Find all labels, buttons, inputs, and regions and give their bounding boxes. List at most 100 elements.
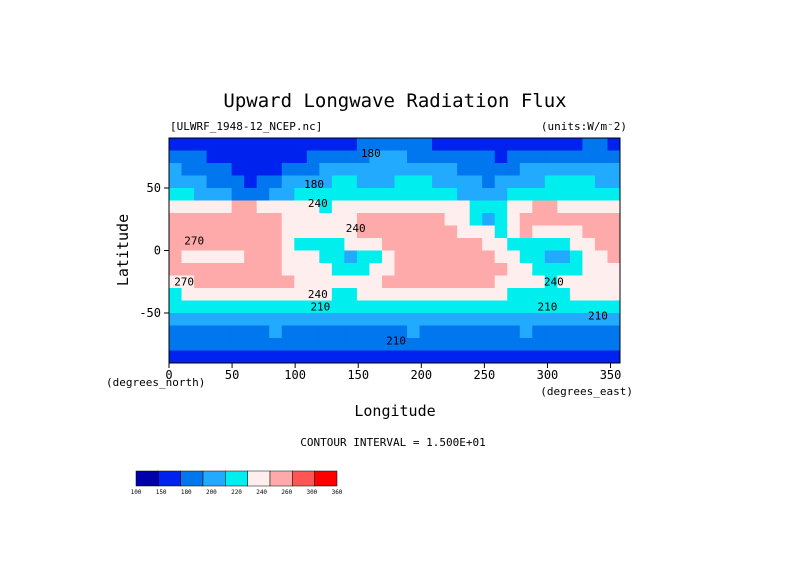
heatmap-cell [356, 200, 371, 214]
chart-title: Upward Longwave Radiation Flux [223, 90, 566, 112]
heatmap-cell [306, 213, 320, 227]
heatmap-cell [594, 263, 609, 277]
heatmap-cell [532, 225, 546, 239]
heatmap-cell [369, 238, 383, 252]
heatmap-cell [419, 150, 433, 164]
heatmap-cell [569, 138, 584, 152]
heatmap-cell [294, 275, 308, 289]
heatmap-cell [356, 288, 371, 302]
heatmap-cell [557, 250, 571, 264]
heatmap-cell [594, 288, 609, 302]
heatmap-cell [256, 175, 270, 189]
colorbar-swatch [135, 470, 159, 487]
heatmap-cell [244, 150, 258, 164]
heatmap-cell [594, 313, 609, 327]
heatmap-cell [181, 313, 195, 327]
heatmap-cell [444, 163, 458, 177]
heatmap-cell [419, 325, 433, 339]
heatmap-cell [206, 138, 220, 152]
heatmap-cell [206, 338, 220, 352]
heatmap-cell [306, 163, 320, 177]
heatmap-cell [532, 250, 546, 264]
heatmap-cell [407, 138, 421, 152]
heatmap-cell [519, 163, 533, 177]
heatmap-cell [607, 138, 620, 152]
heatmap-cell [482, 200, 496, 214]
heatmap-cell [331, 238, 345, 252]
heatmap-cell [494, 275, 508, 289]
heatmap-cell [457, 350, 471, 363]
heatmap-cell [356, 188, 371, 202]
heatmap-cell [306, 138, 320, 152]
heatmap-cell [219, 263, 233, 277]
heatmap-cell [507, 188, 521, 202]
heatmap-cell [594, 175, 609, 189]
heatmap-cell [281, 338, 295, 352]
heatmap-cell [306, 188, 320, 202]
heatmap-cell [469, 225, 483, 239]
heatmap-cell [544, 313, 558, 327]
heatmap-cell [407, 163, 421, 177]
heatmap-cell [181, 200, 195, 214]
heatmap-cell [494, 338, 508, 352]
heatmap-cell [469, 275, 483, 289]
heatmap-cell [607, 325, 620, 339]
heatmap-cell [356, 213, 371, 227]
heatmap-cell [432, 238, 446, 252]
heatmap-cell [507, 138, 521, 152]
heatmap-cell [419, 350, 433, 363]
heatmap-cell [419, 163, 433, 177]
heatmap-cell [319, 188, 333, 202]
heatmap-cell [482, 288, 496, 302]
heatmap-cell [469, 313, 483, 327]
heatmap-cell [394, 325, 408, 339]
heatmap-cell [519, 213, 533, 227]
heatmap-cell [419, 138, 433, 152]
heatmap-cell [169, 138, 183, 152]
heatmap-cell [206, 250, 220, 264]
heatmap-cell [444, 275, 458, 289]
heatmap-cell [507, 350, 521, 363]
heatmap-cell [582, 288, 596, 302]
heatmap-cell [344, 188, 358, 202]
colorbar-swatch [180, 470, 204, 487]
y-tick-label: 50 [147, 181, 161, 195]
heatmap-cell [582, 275, 596, 289]
heatmap-cell [356, 338, 371, 352]
heatmap-cell [407, 250, 421, 264]
heatmap-cell [181, 138, 195, 152]
heatmap-cell [557, 300, 571, 314]
heatmap-cell [306, 288, 320, 302]
heatmap-cell [181, 288, 195, 302]
heatmap-cell [482, 338, 496, 352]
heatmap-cell [244, 263, 258, 277]
heatmap-cell [432, 175, 446, 189]
heatmap-cell [294, 225, 308, 239]
heatmap-cell [281, 138, 295, 152]
colorbar-tick-label: 100 [131, 489, 142, 496]
heatmap-cell [344, 175, 358, 189]
heatmap-cell [281, 250, 295, 264]
heatmap-cell [494, 200, 508, 214]
heatmap-cell [544, 175, 558, 189]
heatmap-cell [194, 300, 208, 314]
heatmap-cell [544, 338, 558, 352]
heatmap-cell [494, 188, 508, 202]
heatmap-cell [507, 300, 521, 314]
heatmap-cell [582, 138, 596, 152]
heatmap-cell [294, 188, 308, 202]
heatmap-cell [432, 275, 446, 289]
heatmap-cell [294, 163, 308, 177]
heatmap-cell [444, 238, 458, 252]
heatmap-cell [231, 200, 245, 214]
heatmap-cell [482, 225, 496, 239]
heatmap-cell [331, 263, 345, 277]
heatmap-cell [381, 163, 396, 177]
heatmap-cell [281, 263, 295, 277]
colorbar-tick-label: 180 [181, 489, 192, 496]
heatmap-cell [507, 213, 521, 227]
heatmap-cell [582, 263, 596, 277]
heatmap-cell [557, 350, 571, 363]
